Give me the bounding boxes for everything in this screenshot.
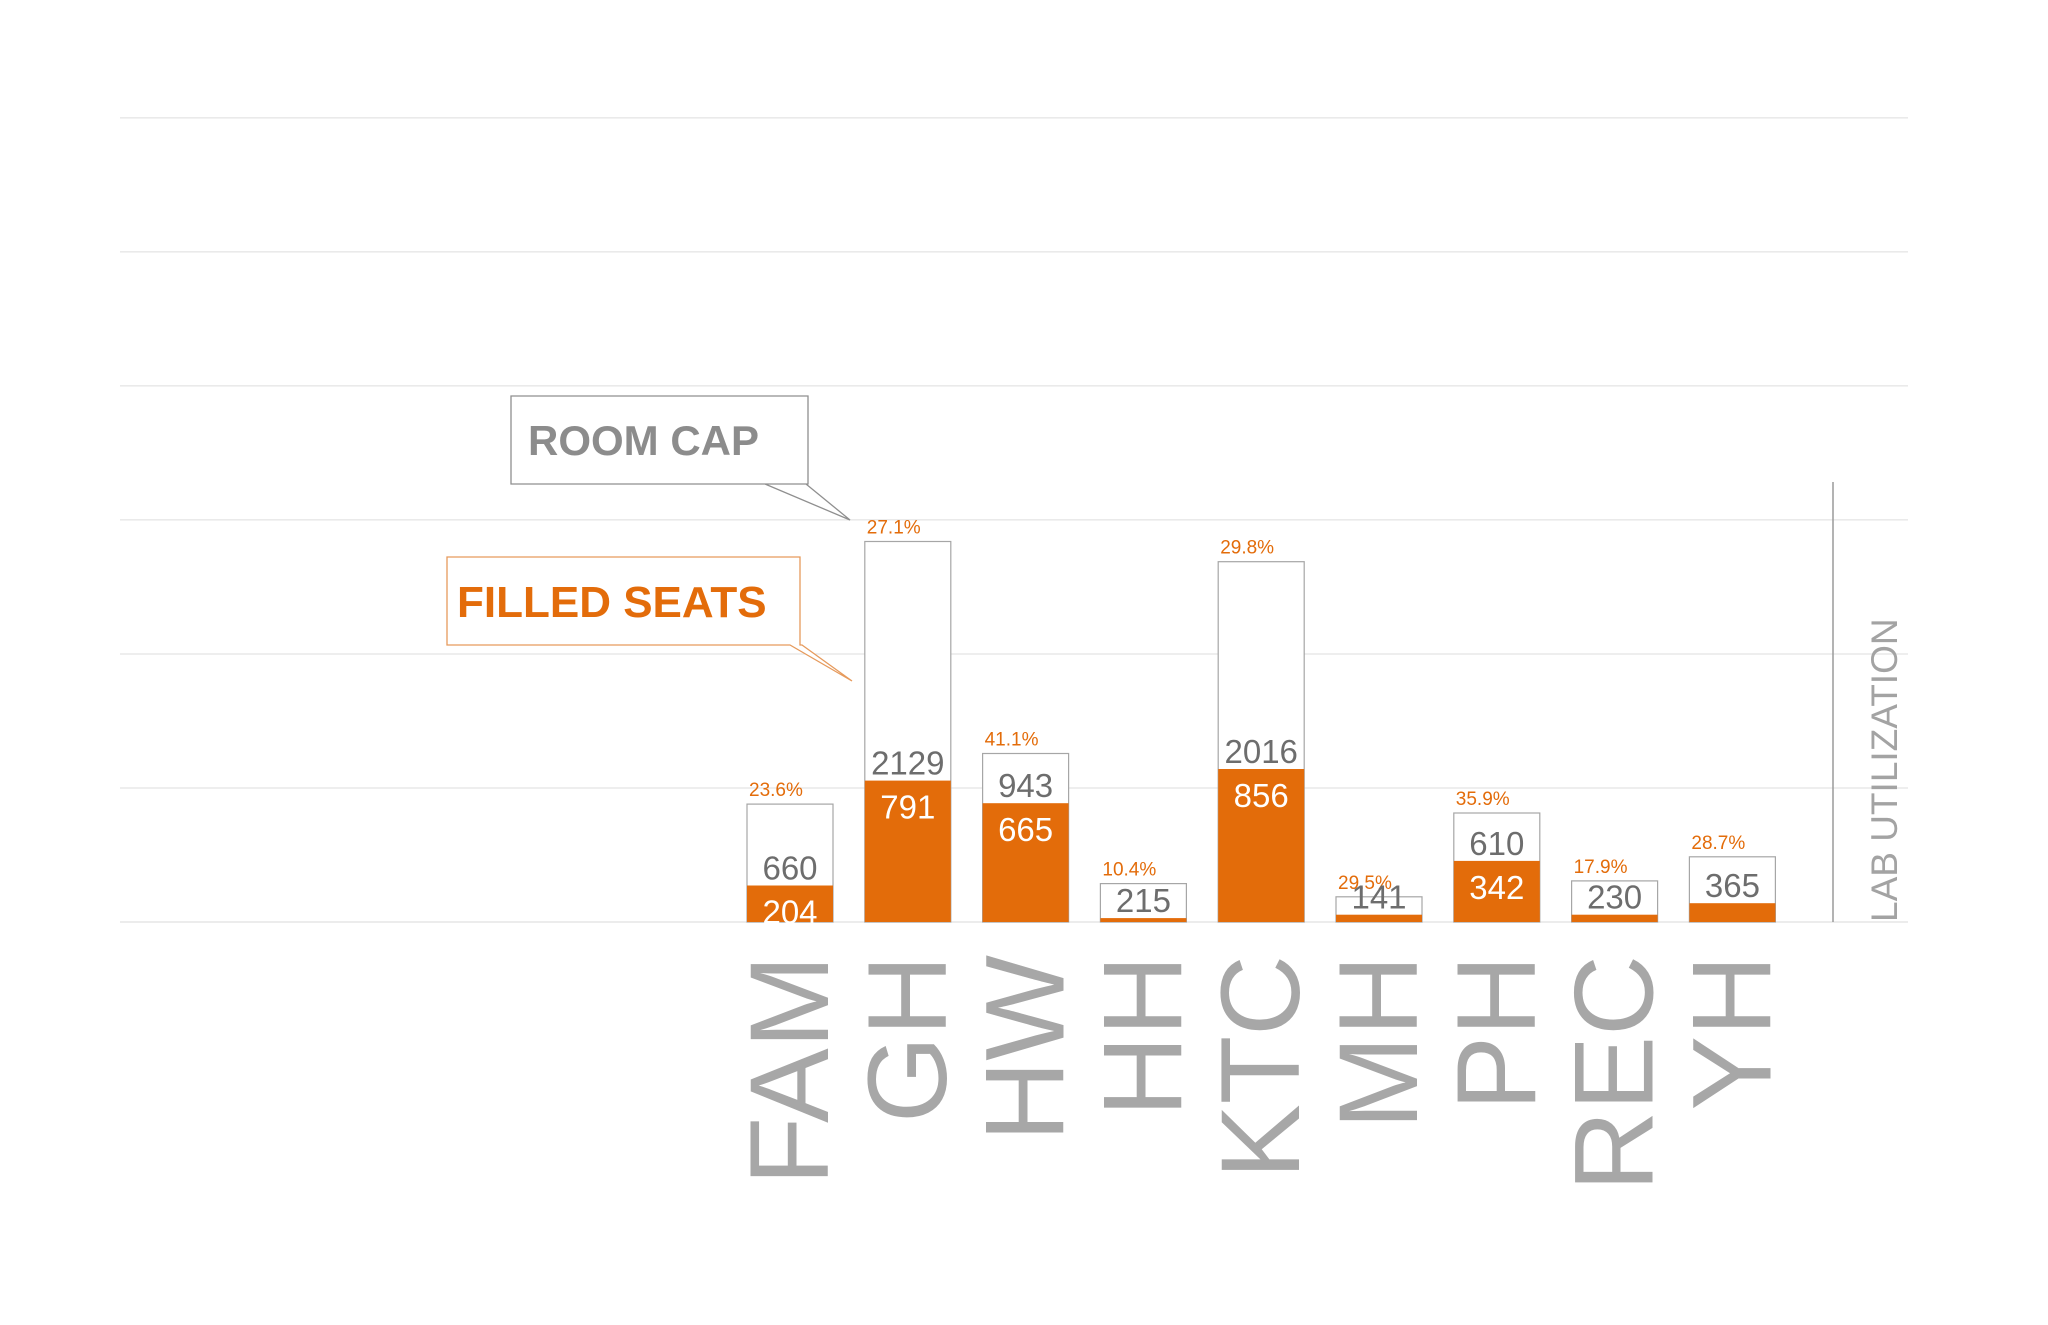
utilization-percent-label: 28.7% xyxy=(1691,833,1745,854)
utilization-percent-label: 23.6% xyxy=(749,780,803,801)
utilization-percent-label: 35.9% xyxy=(1456,789,1510,810)
room-cap-value-label: 2129 xyxy=(871,745,944,782)
bars: 23.6%66020427.1%212979141.1%94366510.4%2… xyxy=(700,518,1850,953)
side-title: LAB UTILIZATION xyxy=(1864,618,1905,922)
filled-seats-bar xyxy=(982,803,1069,922)
category-label: HW xyxy=(963,955,1088,1142)
category-label: PH xyxy=(1434,955,1559,1111)
category-label: KTC xyxy=(1198,955,1323,1179)
utilization-percent-label: 27.1% xyxy=(867,518,921,539)
filled-seats-value-label: 342 xyxy=(1469,869,1524,906)
filled-seats-bar xyxy=(747,885,833,922)
filled-seats-callout-box xyxy=(446,556,853,682)
room-cap-value-label: 215 xyxy=(1116,882,1171,919)
filled-seats-value-label: 856 xyxy=(1234,777,1289,814)
filled-seats-value-label: 665 xyxy=(998,811,1053,848)
room-cap-value-label: 610 xyxy=(1469,825,1524,862)
filled-seats-bar xyxy=(1453,860,1540,922)
filled-seats-bar xyxy=(1689,903,1776,922)
legend-filled-seats: FILLED SEATS xyxy=(446,556,853,682)
category-label: REC xyxy=(1552,955,1677,1191)
filled-seats-bar xyxy=(1336,914,1422,922)
filled-seats-bar xyxy=(1571,914,1658,922)
filled-seats-value-label: 791 xyxy=(880,789,935,826)
utilization-percent-label: 41.1% xyxy=(985,730,1039,751)
category-label: GH xyxy=(845,955,970,1123)
category-label: YH xyxy=(1669,955,1794,1111)
category-label: HH xyxy=(1080,955,1205,1117)
utilization-percent-label: 29.5% xyxy=(1338,873,1392,894)
filled-seats-bar xyxy=(1218,769,1305,922)
category-label: FAM xyxy=(727,955,852,1185)
room-cap-value-label: 943 xyxy=(998,767,1053,804)
category-label: MH xyxy=(1316,955,1441,1129)
utilization-percent-label: 17.9% xyxy=(1574,857,1628,878)
utilization-percent-label: 29.8% xyxy=(1220,538,1274,559)
gridlines xyxy=(120,117,1908,923)
room-cap-bar xyxy=(1099,882,1188,923)
room-cap-value-label: 365 xyxy=(1705,867,1760,904)
baseline-mask xyxy=(700,923,1850,953)
utilization-percent-label: 10.4% xyxy=(1102,860,1156,881)
filled-seats-label: FILLED SEATS xyxy=(457,578,767,627)
room-cap-value-label: 660 xyxy=(762,850,817,887)
filled-seats-bar xyxy=(864,780,951,922)
room-cap-value-label: 2016 xyxy=(1224,733,1297,770)
legend-room-cap: ROOM CAP xyxy=(510,395,851,521)
room-cap-callout-box xyxy=(510,395,851,521)
room-cap-value-label: 230 xyxy=(1587,879,1642,916)
room-cap-label: ROOM CAP xyxy=(528,417,759,464)
filled-seats-bar xyxy=(1100,918,1187,922)
room-cap-value-label: 141 xyxy=(1351,879,1406,916)
